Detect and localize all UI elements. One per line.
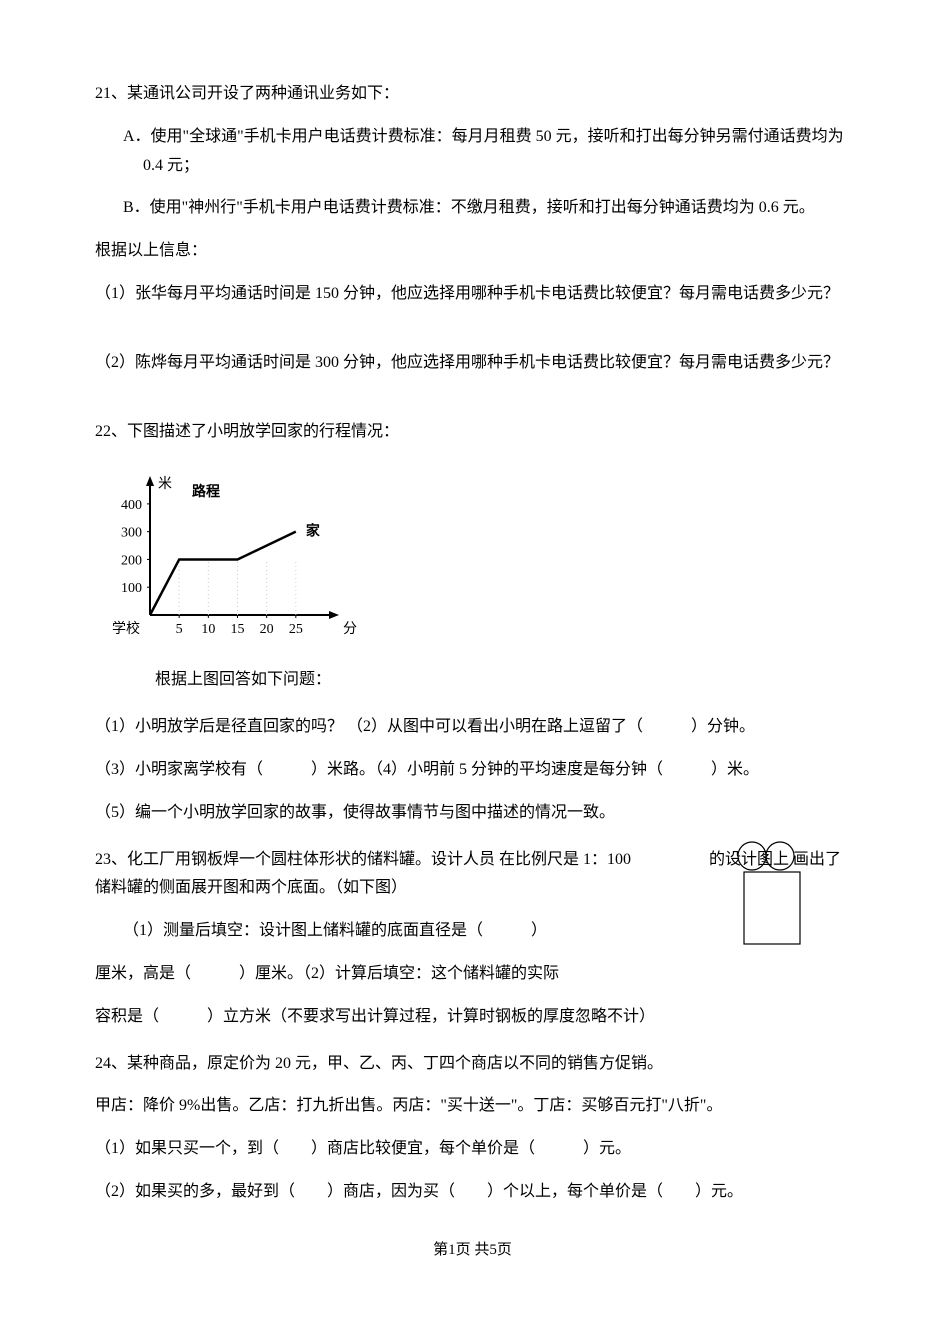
- q24-stores: 甲店：降价 9%出售。乙店：打九折出售。丙店："买十送一"。丁店：买够百元打"八…: [95, 1092, 850, 1121]
- svg-text:300: 300: [121, 526, 142, 541]
- q21-sub2: （2）陈烨每月平均通话时间是 300 分钟，他应选择用哪种手机卡电话费比较便宜？…: [95, 349, 850, 378]
- svg-text:米: 米: [158, 476, 172, 492]
- q24-intro: 24、某种商品，原定价为 20 元，甲、乙、丙、丁四个商店以不同的销售方促销。: [95, 1050, 850, 1079]
- line-chart-svg: 100 200 300 400 5 10 15 20 25 米 路程分 学校 家: [95, 460, 375, 650]
- svg-text:分: 分: [343, 621, 357, 637]
- question-21: 21、某通讯公司开设了两种通讯业务如下： A．使用"全球通"手机卡用户电话费计费…: [95, 80, 850, 378]
- q21-option-a: A．使用"全球通"手机卡用户电话费计费标准：每月月租费 50 元，接听和打出每分…: [95, 123, 850, 181]
- q22-sub5: （5）编一个小明放学回家的故事，使得故事情节与图中描述的情况一致。: [95, 799, 850, 828]
- q23-diagram: [730, 840, 820, 960]
- q21-option-b: B．使用"神州行"手机卡用户电话费计费标准：不缴月租费，接听和打出每分钟通话费均…: [95, 194, 850, 223]
- svg-text:路程: 路程: [192, 483, 220, 500]
- footer-suffix: 页: [497, 1242, 512, 1258]
- footer-prefix: 第: [433, 1242, 448, 1258]
- svg-text:学校: 学校: [112, 620, 140, 637]
- q22-chart: 100 200 300 400 5 10 15 20 25 米 路程分 学校 家: [95, 460, 850, 650]
- svg-text:400: 400: [121, 498, 142, 513]
- question-24: 24、某种商品，原定价为 20 元，甲、乙、丙、丁四个商店以不同的销售方促销。 …: [95, 1050, 850, 1207]
- svg-text:200: 200: [121, 554, 142, 569]
- svg-text:家: 家: [306, 523, 321, 540]
- q23-line-cm: 厘米，高是（ ）厘米。（2）计算后填空：这个储料罐的实际: [95, 960, 850, 989]
- svg-text:15: 15: [231, 622, 245, 637]
- svg-text:20: 20: [260, 622, 274, 637]
- svg-text:100: 100: [121, 582, 142, 597]
- q21-sub1: （1）张华每月平均通话时间是 150 分钟，他应选择用哪种手机卡电话费比较便宜？…: [95, 280, 850, 309]
- svg-text:25: 25: [289, 622, 303, 637]
- q22-sub3-4: （3）小明家离学校有（ ）米路。（4）小明前 5 分钟的平均速度是每分钟（ ）米…: [95, 756, 850, 785]
- q21-option-a-text: A．使用"全球通"手机卡用户电话费计费标准：每月月租费 50 元，接听和打出每分…: [123, 123, 850, 181]
- q24-sub2: （2）如果买的多，最好到（ ）商店，因为买（ ）个以上，每个单价是（ ）元。: [95, 1178, 850, 1207]
- question-23: 23、化工厂用钢板焊一个圆柱体形状的储料罐。设计人员 在比例尺是 1：100 的…: [95, 846, 850, 1032]
- svg-text:10: 10: [201, 622, 215, 637]
- q22-sub1-2: （1）小明放学后是径直回家的吗？ （2）从图中可以看出小明在路上逗留了（ ）分钟…: [95, 713, 850, 742]
- q24-sub1: （1）如果只买一个，到（ ）商店比较便宜，每个单价是（ ）元。: [95, 1135, 850, 1164]
- q23-line-vol: 容积是（ ）立方米（不要求写出计算过程，计算时钢板的厚度忽略不计）: [95, 1003, 850, 1032]
- footer-cur: 1: [448, 1242, 456, 1258]
- svg-text:5: 5: [176, 622, 183, 637]
- q21-option-b-text: B．使用"神州行"手机卡用户电话费计费标准：不缴月租费，接听和打出每分钟通话费均…: [123, 194, 850, 223]
- footer-total: 5: [489, 1242, 497, 1258]
- q21-intro: 21、某通讯公司开设了两种通讯业务如下：: [95, 80, 850, 109]
- q22-intro: 22、下图描述了小明放学回家的行程情况：: [95, 418, 850, 447]
- page-footer: 第1页 共5页: [95, 1237, 850, 1264]
- q22-caption: 根据上图回答如下问题：: [95, 666, 850, 695]
- footer-mid: 页 共: [456, 1242, 490, 1258]
- question-22: 22、下图描述了小明放学回家的行程情况： 100 200 300 400 5 10 15 20…: [95, 418, 850, 828]
- q23-line1a: 23、化工厂用钢板焊一个圆柱体形状的储料罐。设计人员 在比例尺是 1：100: [95, 851, 631, 868]
- cylinder-net-svg: [730, 840, 820, 960]
- q21-prompt: 根据以上信息：: [95, 237, 850, 266]
